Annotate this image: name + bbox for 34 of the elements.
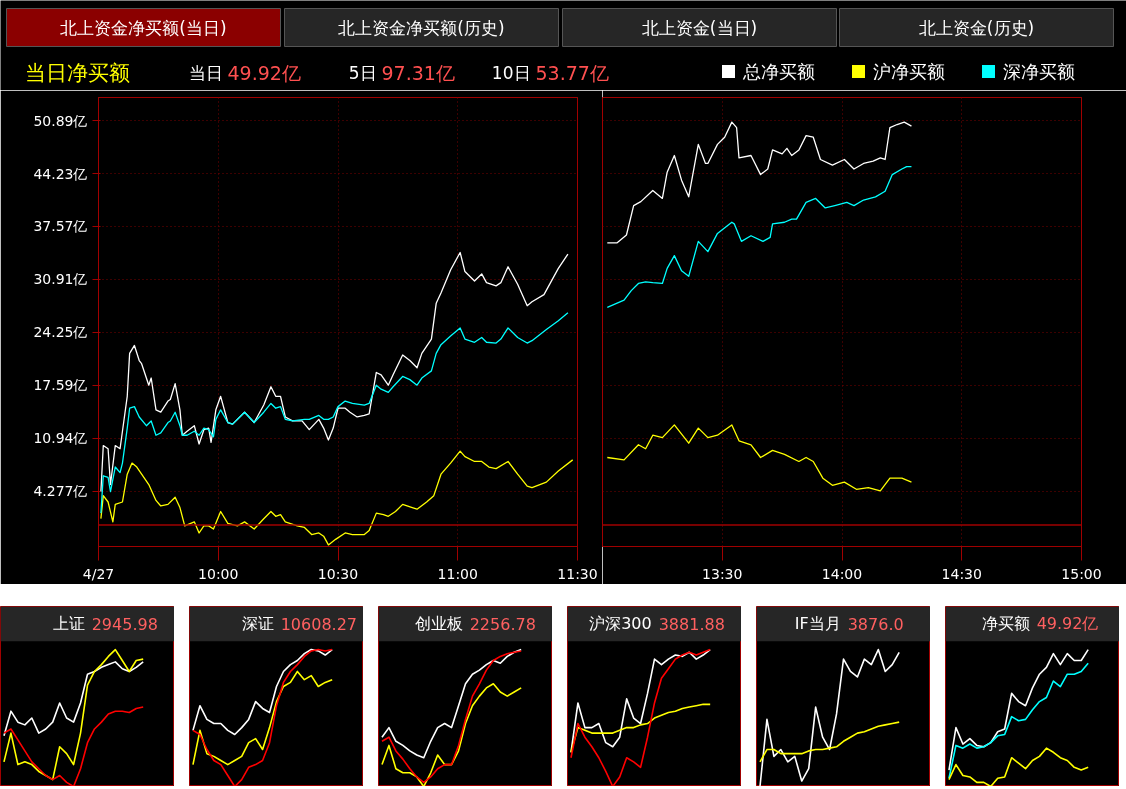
x-tick-label: 11:00 [437, 565, 478, 582]
chart-title: 创业板 2256.78 [414, 614, 536, 634]
x-tick-label: 11:30 [557, 565, 598, 582]
chart-title: 净买额 49.92亿 [981, 614, 1099, 634]
text: 5日 97.31亿 [348, 61, 455, 84]
text: 北上资金(历史) [918, 17, 1035, 38]
chart-title: 沪深300 3881.88 [589, 614, 725, 634]
chart-title: 深证 10608.27 [241, 614, 358, 634]
chart-title: 上证 2945.98 [52, 614, 158, 634]
text: 当日 49.92亿 [188, 61, 301, 84]
y-tick-label: 17.59亿 [33, 377, 88, 394]
y-tick-label: 30.91亿 [33, 271, 88, 288]
chart-title: IF当月 3876.0 [794, 614, 904, 634]
x-tick-label: 14:00 [821, 565, 863, 582]
x-tick-label: 13:30 [702, 565, 743, 582]
legend-label: 总净买额 [741, 61, 815, 82]
y-tick-label: 24.25亿 [33, 324, 88, 341]
legend-label: 深净买额 [1002, 61, 1075, 82]
y-tick-label: 44.23亿 [33, 165, 88, 182]
text: 10日 53.77亿 [491, 61, 609, 84]
y-tick-label: 4.277亿 [33, 483, 88, 500]
x-tick-label: 14:30 [941, 565, 982, 582]
y-tick-label: 37.57亿 [33, 218, 88, 235]
chart-title: 当日净买额 [24, 60, 130, 85]
x-tick-label: 15:00 [1061, 565, 1102, 582]
y-tick-label: 10.94亿 [33, 430, 88, 447]
legend-label: 沪净买额 [872, 61, 945, 82]
x-tick-label: 4/27 [82, 565, 115, 582]
text: 北上资金净买额(历史) [338, 17, 505, 38]
text: 北上资金(当日) [641, 17, 758, 38]
y-tick-label: 50.89亿 [33, 112, 88, 129]
text: 北上资金净买额(当日) [60, 17, 227, 38]
x-tick-label: 10:00 [198, 565, 239, 582]
x-tick-label: 10:30 [317, 565, 359, 582]
